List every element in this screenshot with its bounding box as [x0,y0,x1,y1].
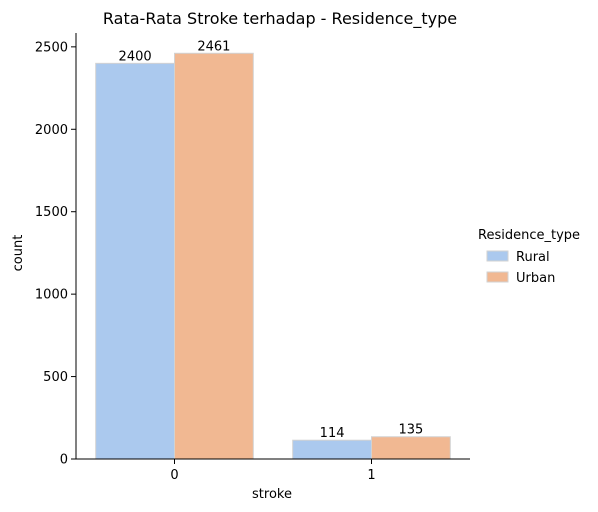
bar-rural-1 [292,439,373,460]
y-tick-label-500: 500 [43,370,68,385]
y-tick-label-0: 0 [60,453,68,468]
data-label-rural-0: 2400 [119,49,152,64]
data-label-urban-0: 2461 [197,39,230,54]
bar-urban-1 [371,436,451,460]
bar-rural-0 [95,62,175,460]
legend-label-urban: Urban [516,271,555,286]
y-axis-label: count [11,235,26,272]
data-label-urban-1: 135 [398,423,423,438]
y-tick-label-1000: 1000 [35,288,68,303]
legend-swatch-urban [486,271,509,283]
legend-title: Residence_type [478,228,580,243]
plot-area: 2400 2461 0 114 135 1 0 500 1000 1500 2000 2500 [35,33,470,483]
legend: Residence_type Rural Urban [478,228,580,286]
bar-urban-0 [174,52,254,460]
x-axis-label: stroke [252,487,292,502]
x-tick-label-1: 1 [367,468,375,483]
y-tick-label-2000: 2000 [35,123,68,138]
chart-title: Rata-Rata Stroke terhadap - Residence_ty… [103,9,457,29]
legend-swatch-rural [486,250,509,262]
data-label-rural-1: 114 [320,426,345,441]
y-tick-label-1500: 1500 [35,205,68,220]
x-tick-label-0: 0 [170,468,178,483]
legend-label-rural: Rural [516,250,550,265]
y-tick-label-2500: 2500 [35,40,68,55]
